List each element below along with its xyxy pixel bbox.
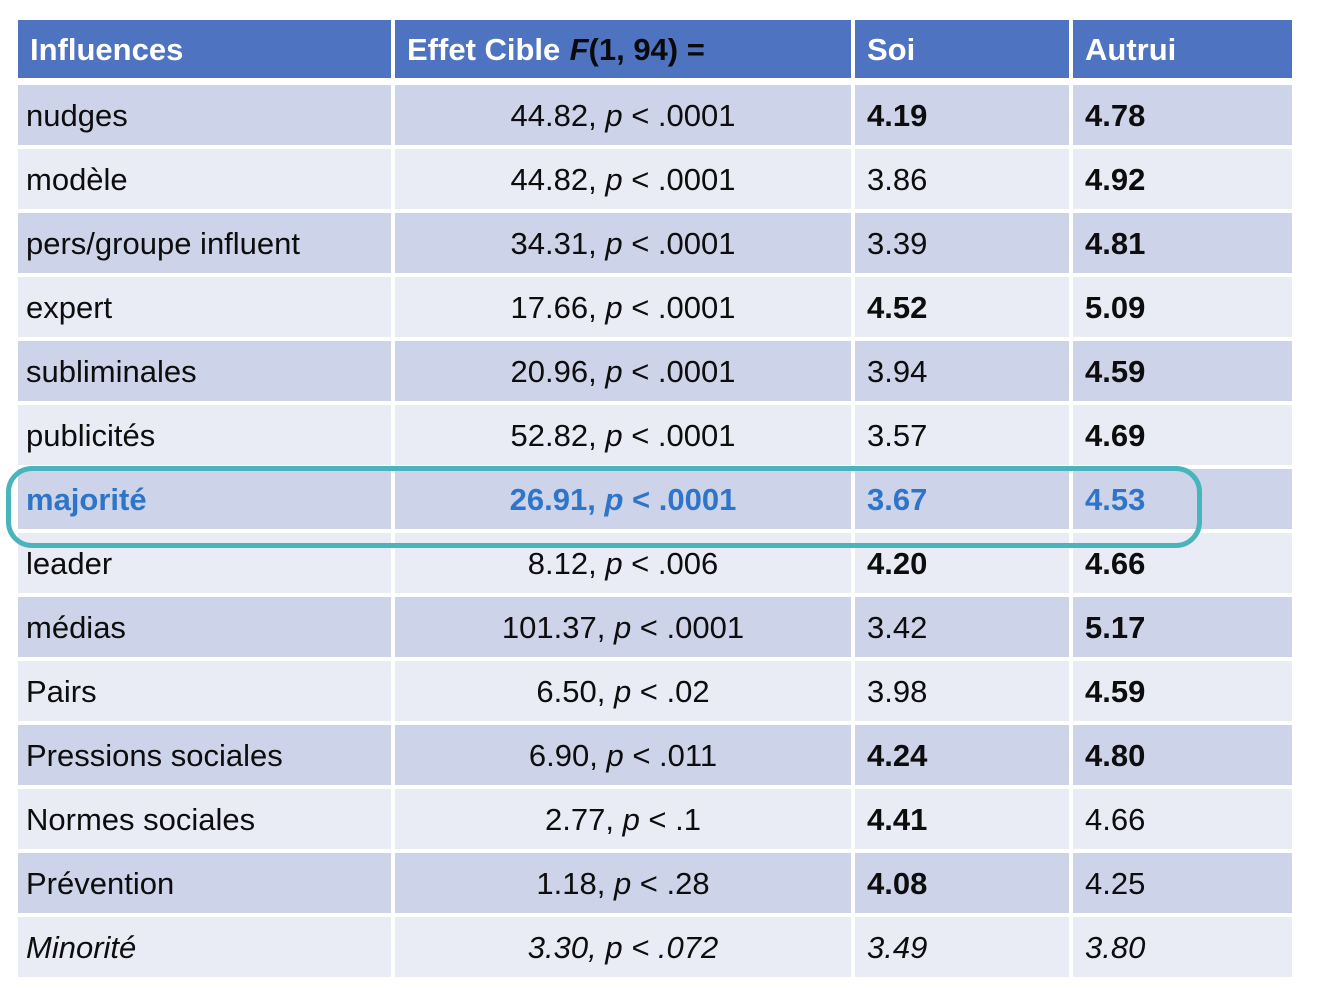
autrui-cell: 4.92 [1073,149,1292,213]
soi-cell: 4.08 [855,853,1073,917]
header-autrui: Autrui [1073,20,1292,85]
soi-cell: 3.67 [855,469,1073,533]
influence-cell: pers/groupe influent [18,213,395,277]
soi-cell: 4.19 [855,85,1073,149]
influence-cell: publicités [18,405,395,469]
p-symbol: p [605,225,623,261]
soi-cell: 4.24 [855,725,1073,789]
p-symbol: p [605,289,623,325]
influence-cell: nudges [18,85,395,149]
header-autrui-label: Autrui [1085,31,1177,67]
soi-cell: 3.94 [855,341,1073,405]
soi-cell: 3.42 [855,597,1073,661]
soi-cell: 4.41 [855,789,1073,853]
autrui-cell: 4.66 [1073,533,1292,597]
fstat-cell: 52.82, p < .0001 [395,405,855,469]
p-symbol: p [605,417,623,453]
p-symbol: p [605,545,623,581]
table-row: pers/groupe influent 34.31, p < .0001 3.39… [18,213,1292,277]
fstat-cell: 44.82, p < .0001 [395,85,855,149]
soi-cell: 3.49 [855,917,1073,981]
influence-cell: Pressions sociales [18,725,395,789]
fstat-cell: 101.37, p < .0001 [395,597,855,661]
influence-cell: majorité [18,469,395,533]
soi-cell: 3.57 [855,405,1073,469]
fstat-cell: 20.96, p < .0001 [395,341,855,405]
table-row: publicités 52.82, p < .0001 3.57 4.69 [18,405,1292,469]
soi-cell: 3.98 [855,661,1073,725]
header-row: Influences Effet Cible F(1, 94) = Soi Aut… [18,20,1292,85]
table-row: leader 8.12, p < .006 4.20 4.66 [18,533,1292,597]
autrui-cell: 4.81 [1073,213,1292,277]
influence-cell: médias [18,597,395,661]
p-symbol: p [605,353,623,389]
autrui-cell: 4.66 [1073,789,1292,853]
autrui-cell: 4.78 [1073,85,1292,149]
influence-cell: Normes sociales [18,789,395,853]
fstat-cell: 17.66, p < .0001 [395,277,855,341]
p-symbol: p [606,737,624,773]
header-soi: Soi [855,20,1073,85]
p-symbol: p [613,609,632,645]
header-influences: Influences [18,20,395,85]
table-row: expert 17.66, p < .0001 4.52 5.09 [18,277,1292,341]
autrui-cell: 5.09 [1073,277,1292,341]
soi-cell: 3.39 [855,213,1073,277]
soi-cell: 3.86 [855,149,1073,213]
autrui-cell: 3.80 [1073,917,1292,981]
autrui-cell: 4.53 [1073,469,1292,533]
autrui-cell: 4.69 [1073,405,1292,469]
header-effect: Effet Cible F(1, 94) = [395,20,855,85]
autrui-cell: 4.80 [1073,725,1292,789]
fstat-cell: 34.31, p < .0001 [395,213,855,277]
table-body: nudges 44.82, p < .0001 4.19 4.78 modèle 44.8… [18,85,1292,981]
fstat-cell: 44.82, p < .0001 [395,149,855,213]
p-symbol: p [605,929,623,965]
header-effect-f-symbol: F [569,31,589,67]
influence-cell: Minorité [18,917,395,981]
fstat-cell: 6.50, p < .02 [395,661,855,725]
fstat-cell: 1.18, p < .28 [395,853,855,917]
fstat-cell: 26.91, p < .0001 [395,469,855,533]
soi-cell: 4.52 [855,277,1073,341]
autrui-cell: 5.17 [1073,597,1292,661]
fstat-cell: 6.90, p < .011 [395,725,855,789]
table-row: subliminales 20.96, p < .0001 3.94 4.59 [18,341,1292,405]
influence-cell: leader [18,533,395,597]
table-row: Normes sociales 2.77, p < .1 4.41 4.66 [18,789,1292,853]
table-row: Prévention 1.18, p < .28 4.08 4.25 [18,853,1292,917]
table-row: Pairs 6.50, p < .02 3.98 4.59 [18,661,1292,725]
influences-table: Influences Effet Cible F(1, 94) = Soi Aut… [18,20,1292,981]
table-row: médias 101.37, p < .0001 3.42 5.17 [18,597,1292,661]
table-header: Influences Effet Cible F(1, 94) = Soi Aut… [18,20,1292,85]
header-influences-label: Influences [30,31,184,67]
p-symbol: p [604,481,624,517]
soi-cell: 4.20 [855,533,1073,597]
influence-cell: expert [18,277,395,341]
table-row: modèle 44.82, p < .0001 3.86 4.92 [18,149,1292,213]
p-symbol: p [613,865,632,901]
table-row: majorité 26.91, p < .0001 3.67 4.53 [18,469,1292,533]
autrui-cell: 4.25 [1073,853,1292,917]
header-effect-label: Effet Cible [407,31,561,67]
autrui-cell: 4.59 [1073,661,1292,725]
fstat-cell: 3.30, p < .072 [395,917,855,981]
p-symbol: p [622,801,640,837]
influence-cell: Prévention [18,853,395,917]
table-row: Minorité 3.30, p < .072 3.49 3.80 [18,917,1292,981]
header-effect-args: (1, 94) = [588,31,705,67]
p-symbol: p [613,673,632,709]
p-symbol: p [605,97,623,133]
influence-cell: Pairs [18,661,395,725]
p-symbol: p [605,161,623,197]
fstat-cell: 2.77, p < .1 [395,789,855,853]
influence-cell: modèle [18,149,395,213]
table-row: Pressions sociales 6.90, p < .011 4.24 4.80 [18,725,1292,789]
table-row: nudges 44.82, p < .0001 4.19 4.78 [18,85,1292,149]
autrui-cell: 4.59 [1073,341,1292,405]
fstat-cell: 8.12, p < .006 [395,533,855,597]
influence-cell: subliminales [18,341,395,405]
header-soi-label: Soi [867,31,916,67]
